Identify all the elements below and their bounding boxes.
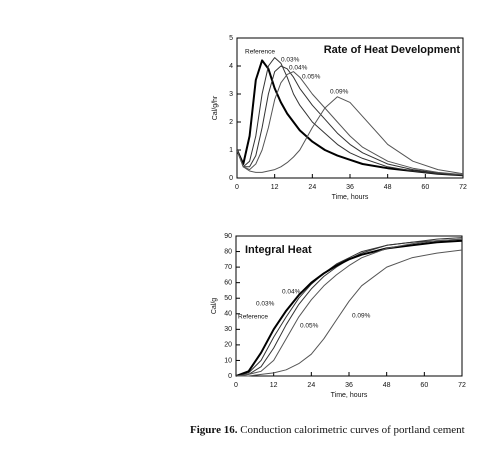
y-tick-label: 40 xyxy=(224,311,232,318)
y-axis-label: Cal/g/hr xyxy=(212,95,219,120)
x-tick-label: 12 xyxy=(270,382,278,389)
x-tick-label: 72 xyxy=(459,184,467,191)
series-label: 0.09% xyxy=(330,89,349,96)
plot-frame xyxy=(236,37,464,179)
y-tick-label: 10 xyxy=(224,357,232,364)
y-tick-label: 5 xyxy=(229,35,233,42)
series-line xyxy=(236,71,464,176)
series-line xyxy=(236,96,464,175)
series-line xyxy=(235,239,463,377)
x-tick-label: 48 xyxy=(383,382,391,389)
x-axis-label: Time, hours xyxy=(331,392,368,399)
caption-text: Conduction calorimetric curves of portla… xyxy=(240,424,465,436)
chart-title: Rate of Heat Development xyxy=(324,44,461,56)
y-tick-label: 30 xyxy=(224,326,232,333)
series-line xyxy=(236,249,463,377)
caption: Figure 16. Conduction calorimetric curve… xyxy=(190,424,465,436)
series-label: 0.05% xyxy=(300,323,319,330)
x-tick-label: 24 xyxy=(308,184,316,191)
y-tick-label: 60 xyxy=(224,280,232,287)
y-tick-label: 50 xyxy=(224,295,232,302)
y-axis-label: Cal/g xyxy=(211,298,218,314)
x-tick-label: 60 xyxy=(421,184,429,191)
y-tick-label: 0 xyxy=(228,373,232,380)
series-label: Reference xyxy=(238,314,268,321)
x-tick-label: 36 xyxy=(345,382,353,389)
y-tick-label: 1 xyxy=(229,147,233,154)
series-line xyxy=(236,57,464,176)
y-tick-label: 2 xyxy=(229,119,233,126)
x-tick-label: 0 xyxy=(235,184,239,191)
series-label: Reference xyxy=(245,49,275,56)
series-line xyxy=(235,238,463,377)
series-line xyxy=(236,59,464,177)
x-tick-label: 36 xyxy=(346,184,354,191)
chart-title: Integral Heat xyxy=(245,244,312,256)
x-axis-label: Time, hours xyxy=(332,194,369,201)
y-tick-label: 90 xyxy=(224,233,232,240)
series-label: 0.04% xyxy=(289,65,308,72)
x-tick-label: 0 xyxy=(234,382,238,389)
x-tick-label: 72 xyxy=(458,382,466,389)
series-line xyxy=(236,65,464,176)
y-tick-label: 70 xyxy=(224,264,232,271)
x-tick-label: 60 xyxy=(420,382,428,389)
series-label: 0.09% xyxy=(352,313,371,320)
caption-label: Figure 16. xyxy=(190,424,238,436)
x-tick-label: 24 xyxy=(307,382,315,389)
x-tick-label: 12 xyxy=(271,184,279,191)
y-tick-label: 80 xyxy=(224,248,232,255)
y-tick-label: 0 xyxy=(229,175,233,182)
y-tick-label: 3 xyxy=(229,91,233,98)
series-label: 0.03% xyxy=(256,301,275,308)
series-label: 0.03% xyxy=(281,57,300,64)
x-tick-label: 48 xyxy=(384,184,392,191)
y-tick-label: 20 xyxy=(224,342,232,349)
y-tick-label: 4 xyxy=(229,63,233,70)
series-label: 0.04% xyxy=(282,289,301,296)
series-label: 0.05% xyxy=(302,74,321,81)
